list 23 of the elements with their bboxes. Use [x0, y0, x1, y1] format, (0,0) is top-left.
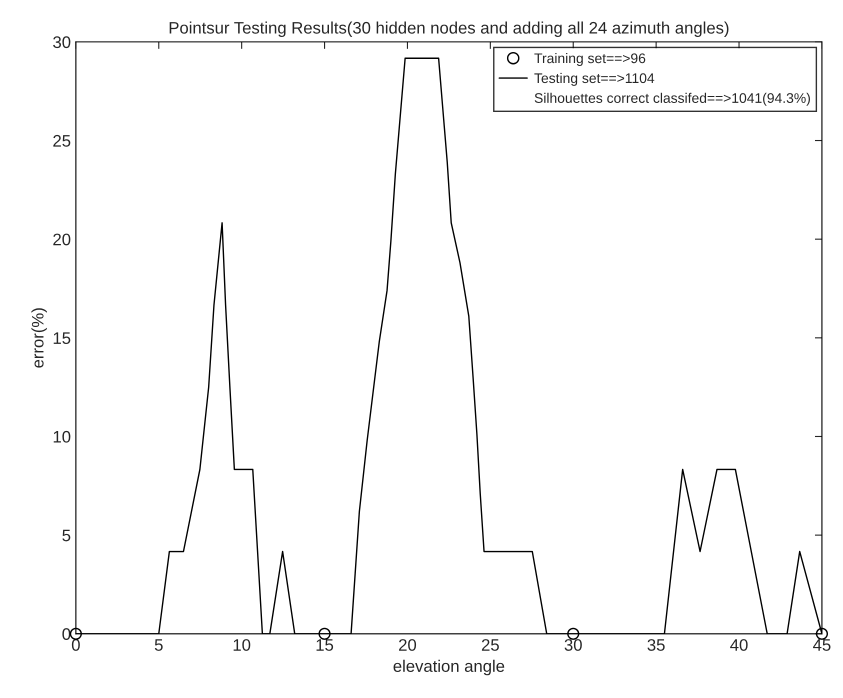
chart-title: Pointsur Testing Results(30 hidden nodes and adding all 24 azimuth angles)	[170, 21, 728, 38]
x-tick-label: 25	[482, 639, 499, 651]
y-tick-label: 5	[62, 530, 70, 542]
y-tick-label: 10	[54, 430, 70, 443]
y-tick-label: 30	[53, 36, 70, 48]
x-tick-label: 10	[234, 639, 250, 651]
legend-label: Training set==>96	[534, 52, 646, 66]
x-tick-label: 40	[730, 639, 748, 651]
annotation: Silhouettes correct classifed==>1041(94.3%)	[534, 92, 810, 106]
x-tick-label: 20	[399, 639, 416, 651]
x-tick-label: 45	[813, 639, 830, 651]
x-tick-label: 0	[72, 639, 80, 651]
x-axis-title: elevation angle	[394, 660, 504, 676]
legend-label: Testing set==>1104	[534, 72, 654, 86]
y-tick-label: 15	[54, 332, 70, 344]
y-axis-title: error(%)	[31, 308, 47, 368]
y-tick-label: 25	[53, 134, 70, 147]
x-tick-label: 15	[316, 639, 334, 651]
x-tick-label: 5	[154, 639, 163, 651]
y-tick-label: 20	[53, 234, 70, 246]
y-tick-label: 0	[62, 628, 70, 640]
x-tick-label: 30	[564, 639, 582, 651]
x-tick-label: 35	[648, 639, 665, 651]
